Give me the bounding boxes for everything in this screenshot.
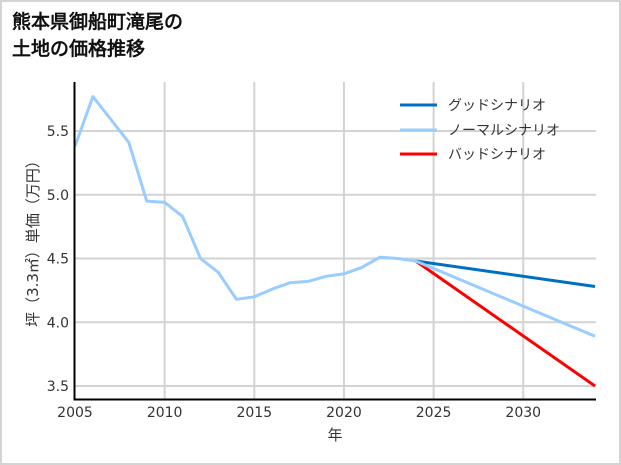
legend-label: バッドシナリオ <box>448 147 546 163</box>
x-tick-label: 2030 <box>505 405 541 421</box>
chart-title-line2: 土地の価格推移 <box>12 38 146 60</box>
chart-title-line1: 熊本県御船町滝尾の <box>12 11 184 33</box>
y-tick-label: 4.5 <box>47 252 69 268</box>
legend-label: ノーマルシナリオ <box>448 123 560 139</box>
chart-title: 熊本県御船町滝尾の 土地の価格推移 <box>12 9 183 63</box>
series-line-0 <box>73 95 596 338</box>
y-tick-label: 4.0 <box>47 315 69 331</box>
x-tick-label: 2020 <box>326 405 362 421</box>
grid-lines <box>75 82 596 399</box>
x-axis-label: 年 <box>327 426 342 444</box>
x-tick-label: 2010 <box>147 405 183 421</box>
x-tick-label: 2015 <box>236 405 272 421</box>
series-line-2 <box>414 259 596 388</box>
y-tick-label: 3.5 <box>47 379 69 395</box>
x-tick-label: 2025 <box>416 405 452 421</box>
y-axis-label: 坪（3.3㎡）単価（万円） <box>24 153 42 327</box>
series-lines <box>73 95 596 388</box>
x-tick-label: 2005 <box>57 405 93 421</box>
legend-label: グッドシナリオ <box>448 98 546 114</box>
axes <box>73 82 596 401</box>
y-tick-label: 5.5 <box>47 124 69 140</box>
y-tick-labels: 3.5 4.0 4.5 5.0 5.5 <box>47 124 69 395</box>
series-line-1 <box>415 259 596 288</box>
x-tick-labels: 2005 2010 2015 2020 2025 2030 <box>57 405 541 421</box>
y-tick-label: 5.0 <box>47 188 69 204</box>
